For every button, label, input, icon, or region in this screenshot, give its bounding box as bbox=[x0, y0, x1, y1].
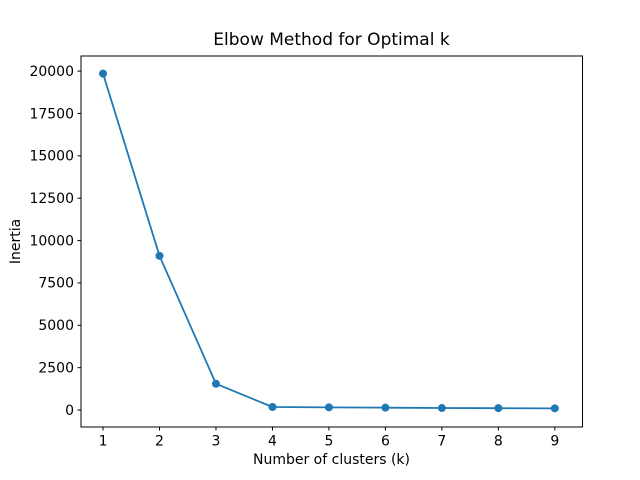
y-axis-label: Inertia bbox=[8, 219, 24, 264]
x-tick-label: 1 bbox=[99, 434, 108, 450]
x-tick-label: 5 bbox=[324, 434, 333, 450]
data-point bbox=[494, 404, 503, 413]
y-tick-label: 7500 bbox=[38, 276, 74, 292]
y-tick-label: 20000 bbox=[29, 64, 74, 80]
y-tick-label: 5000 bbox=[38, 318, 74, 334]
x-tick-label: 8 bbox=[494, 434, 503, 450]
y-tick-label: 15000 bbox=[29, 149, 74, 165]
y-tick-label: 0 bbox=[65, 403, 74, 419]
y-tick-label: 12500 bbox=[29, 191, 74, 207]
data-point bbox=[324, 403, 333, 412]
data-point bbox=[211, 379, 220, 388]
data-point bbox=[381, 403, 390, 412]
x-tick-label: 4 bbox=[268, 434, 277, 450]
data-point bbox=[268, 403, 277, 412]
x-tick-label: 6 bbox=[381, 434, 390, 450]
x-tick-label: 2 bbox=[155, 434, 164, 450]
chart-title: Elbow Method for Optimal k bbox=[213, 30, 450, 50]
x-tick-label: 3 bbox=[212, 434, 221, 450]
x-axis-label: Number of clusters (k) bbox=[253, 452, 410, 468]
y-tick-label: 17500 bbox=[29, 106, 74, 122]
x-tick-label: 9 bbox=[550, 434, 559, 450]
data-point bbox=[155, 251, 164, 260]
y-tick-label: 10000 bbox=[29, 233, 74, 249]
chart-line bbox=[102, 72, 556, 410]
data-point bbox=[550, 404, 559, 413]
x-tick-label: 7 bbox=[437, 434, 446, 450]
data-point bbox=[99, 69, 108, 78]
plot-border bbox=[80, 55, 583, 428]
y-tick-label: 2500 bbox=[38, 360, 74, 376]
data-point bbox=[437, 404, 446, 413]
